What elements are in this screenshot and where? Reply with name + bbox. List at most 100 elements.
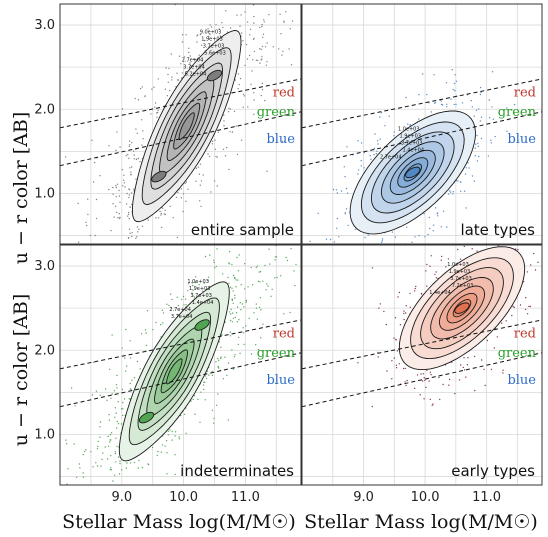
scatter-point bbox=[130, 389, 132, 391]
scatter-point bbox=[240, 32, 243, 34]
contour-label: 9.0e+03 bbox=[200, 30, 222, 36]
scatter-point bbox=[446, 226, 448, 228]
scatter-point bbox=[232, 302, 234, 304]
scatter-point bbox=[241, 303, 244, 305]
scatter-point bbox=[136, 236, 138, 238]
scatter-point bbox=[427, 233, 429, 236]
scatter-point bbox=[174, 431, 177, 433]
scatter-point bbox=[453, 103, 455, 106]
y-tick-label: 2.0 bbox=[34, 343, 55, 358]
scatter-point bbox=[269, 263, 271, 265]
scatter-point bbox=[236, 14, 238, 16]
scatter-point bbox=[215, 265, 217, 268]
scatter-point bbox=[196, 41, 198, 43]
scatter-point bbox=[216, 248, 218, 250]
scatter-point bbox=[187, 290, 189, 292]
scatter-point bbox=[418, 118, 420, 120]
y-tick-label: 1.0 bbox=[34, 186, 55, 201]
scatter-point bbox=[121, 388, 124, 391]
scatter-point bbox=[260, 309, 262, 311]
scatter-point bbox=[94, 234, 96, 237]
contour-label: 3.7e+03 bbox=[401, 140, 423, 146]
scatter-point bbox=[228, 262, 230, 264]
scatter-point bbox=[112, 186, 114, 189]
scatter-point bbox=[137, 157, 140, 160]
divider-line bbox=[60, 111, 301, 167]
contour-labels: 1.0e+031.9e+033.7e+031.4e+042.7e+04 bbox=[380, 126, 424, 160]
scatter-point bbox=[195, 276, 197, 278]
scatter-point bbox=[236, 306, 239, 308]
scatter-point bbox=[243, 95, 246, 97]
scatter-point bbox=[129, 206, 131, 208]
scatter-point bbox=[475, 109, 478, 111]
scatter-point bbox=[379, 138, 381, 140]
scatter-point bbox=[123, 174, 125, 176]
scatter-point bbox=[94, 161, 96, 164]
scatter-point bbox=[430, 111, 432, 113]
scatter-point bbox=[405, 305, 407, 307]
scatter-point bbox=[391, 378, 393, 380]
scatter-point bbox=[266, 170, 268, 172]
scatter-point bbox=[155, 321, 157, 324]
plot-content: 1.0e+031.9e+033.7e+037.2e+031.4e+04 bbox=[302, 245, 542, 408]
scatter-point bbox=[252, 38, 255, 41]
scatter-point bbox=[191, 282, 194, 284]
scatter-point bbox=[78, 463, 81, 465]
panel-late-types: 1.0e+031.9e+033.7e+031.4e+042.7e+04 red gr… bbox=[301, 3, 543, 245]
scatter-point bbox=[129, 382, 131, 385]
scatter-point bbox=[479, 120, 481, 122]
scatter-point bbox=[239, 25, 241, 27]
scatter-point bbox=[367, 234, 369, 236]
scatter-point bbox=[178, 55, 181, 57]
scatter-point bbox=[426, 285, 428, 287]
scatter-point bbox=[426, 263, 428, 266]
scatter-point bbox=[207, 276, 210, 278]
scatter-point bbox=[309, 240, 311, 243]
scatter-point bbox=[260, 337, 262, 339]
scatter-point bbox=[237, 270, 240, 272]
contour-labels: 9.0e+031.9e+033.7e+035.6e+032.7e+043.7e+… bbox=[182, 30, 226, 78]
scatter-point bbox=[253, 113, 255, 116]
scatter-point bbox=[132, 150, 135, 152]
scatter-point bbox=[181, 34, 184, 36]
divider-line bbox=[302, 111, 542, 167]
scatter-point bbox=[358, 169, 360, 171]
scatter-point bbox=[375, 153, 378, 155]
scatter-point bbox=[57, 284, 58, 285]
scatter-point bbox=[513, 306, 515, 309]
scatter-point bbox=[259, 281, 261, 283]
scatter-point bbox=[106, 399, 108, 402]
scatter-point bbox=[162, 322, 164, 324]
scatter-point bbox=[231, 349, 233, 351]
scatter-point bbox=[245, 43, 248, 46]
scatter-point bbox=[120, 469, 123, 471]
scatter-point bbox=[117, 401, 119, 403]
scatter-point bbox=[393, 135, 395, 137]
scatter-point bbox=[222, 26, 224, 29]
scatter-point bbox=[394, 236, 397, 238]
color-dividers bbox=[60, 78, 301, 167]
scatter-point bbox=[180, 188, 183, 190]
scatter-point bbox=[139, 368, 141, 370]
scatter-point bbox=[530, 264, 532, 266]
scatter-point bbox=[480, 137, 483, 140]
scatter-point bbox=[129, 462, 132, 464]
scatter-point bbox=[126, 192, 128, 195]
scatter-point bbox=[123, 182, 126, 184]
panel-label: entire sample bbox=[191, 221, 294, 239]
scatter-point bbox=[219, 35, 221, 37]
scatter-point bbox=[204, 255, 207, 258]
scatter-point bbox=[236, 256, 238, 259]
scatter-point bbox=[476, 160, 479, 162]
scatter-point bbox=[466, 364, 469, 366]
scatter-point bbox=[82, 472, 84, 474]
contour-label: 2.7e+04 bbox=[380, 154, 402, 160]
scatter-point bbox=[237, 88, 239, 90]
contour-label: 3.7e+03 bbox=[450, 276, 472, 282]
scatter-point bbox=[115, 149, 117, 151]
scatter-point bbox=[233, 277, 236, 279]
scatter-point bbox=[332, 188, 335, 191]
scatter-point bbox=[490, 368, 493, 371]
scatter-point bbox=[448, 378, 451, 381]
